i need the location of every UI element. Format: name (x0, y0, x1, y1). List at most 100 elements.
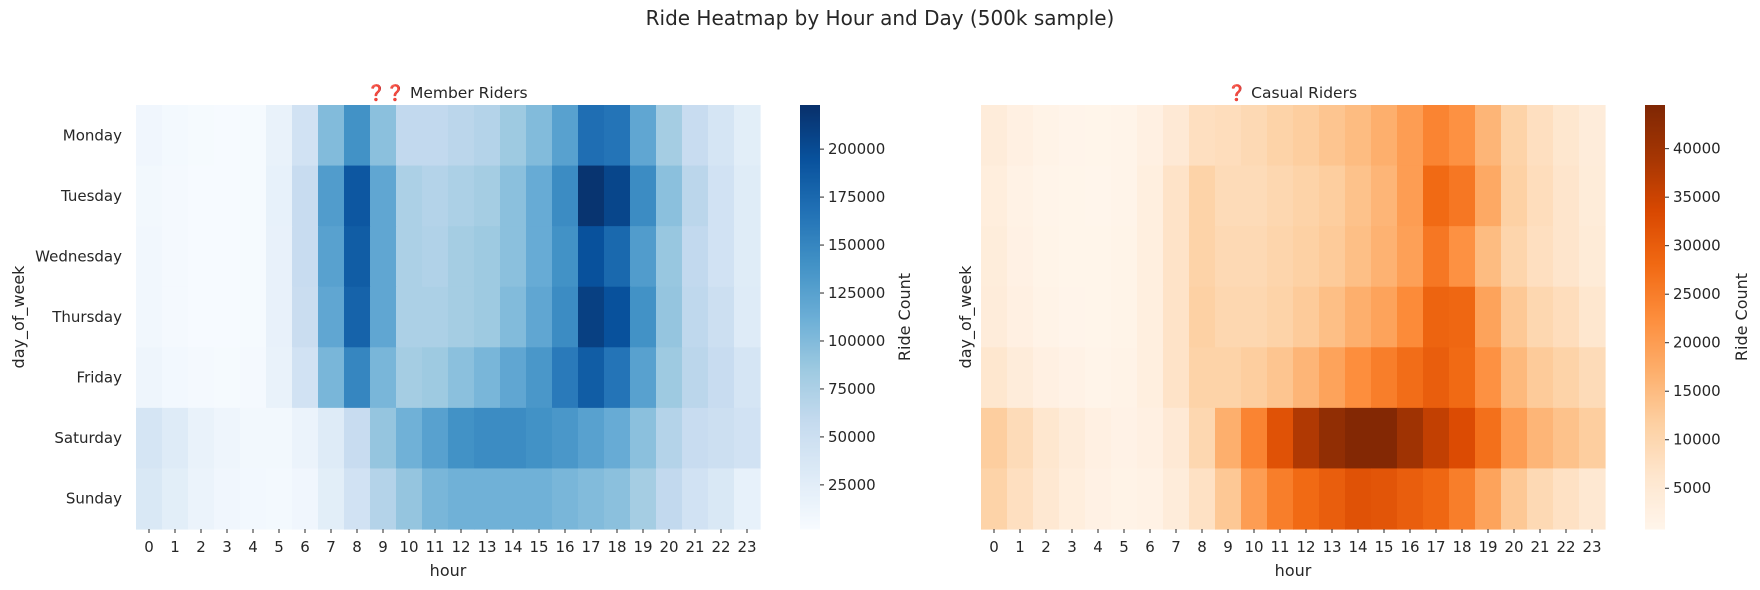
colorbar-segment (1645, 231, 1665, 234)
heatmap-cell (1163, 286, 1190, 348)
colorbar-segment (1645, 153, 1665, 156)
colorbar-segment (800, 291, 820, 294)
heatmap-cell (552, 226, 579, 288)
heatmap-cell (1085, 226, 1112, 288)
heatmap-cell (1293, 468, 1320, 530)
colorbar-segment (800, 361, 820, 364)
colorbar-segment (800, 165, 820, 168)
heatmap-cell (1345, 407, 1372, 470)
colorbar-segment (800, 471, 820, 474)
x-tick-label: 1 (1015, 538, 1025, 556)
colorbar-segment (1645, 181, 1665, 184)
colorbar-segment (1645, 119, 1665, 122)
colorbar-segment (800, 305, 820, 308)
heatmap-cell (630, 105, 657, 167)
colorbar-segment (1645, 243, 1665, 246)
heatmap-cell (1579, 105, 1606, 167)
colorbar-segment (1645, 507, 1665, 510)
colorbar-segment (1645, 401, 1665, 404)
colorbar-segment (1645, 261, 1665, 264)
colorbar-segment (1645, 397, 1665, 400)
colorbar-segment (800, 507, 820, 510)
heatmap-cell (578, 407, 605, 470)
colorbar-segment (1645, 111, 1665, 114)
colorbar-segment (1645, 455, 1665, 458)
heatmap-cell (1527, 468, 1554, 530)
colorbar-segment (800, 475, 820, 478)
x-tick-label: 13 (477, 538, 496, 556)
colorbar-segment (1645, 113, 1665, 116)
heatmap-cell (1137, 407, 1164, 470)
x-tick-label: 11 (1270, 538, 1289, 556)
member-y-axis-label: day_of_week (9, 265, 29, 369)
heatmap-cell (1085, 468, 1112, 530)
heatmap-cell (1007, 105, 1034, 167)
colorbar-segment (800, 189, 820, 192)
heatmap-cell (396, 165, 423, 227)
heatmap-cell (604, 286, 631, 348)
heatmap-cell (1527, 165, 1554, 227)
colorbar-segment (1645, 125, 1665, 128)
colorbar-segment (1645, 121, 1665, 124)
heatmap-cell (136, 226, 163, 288)
x-tick-label: 5 (1119, 538, 1129, 556)
heatmap-cell (1553, 468, 1580, 530)
colorbar-segment (800, 203, 820, 206)
colorbar-segment (800, 133, 820, 136)
heatmap-cell (318, 468, 345, 530)
heatmap-cell (656, 407, 683, 470)
heatmap-cell (162, 105, 189, 167)
colorbar-segment (1645, 419, 1665, 422)
colorbar-segment (800, 269, 820, 272)
colorbar-segment (800, 259, 820, 262)
heatmap-cell (1475, 407, 1502, 470)
heatmap-cell (162, 468, 189, 530)
colorbar-segment (800, 287, 820, 290)
heatmap-cell (214, 286, 241, 348)
heatmap-cell (396, 226, 423, 288)
colorbar-segment (800, 193, 820, 196)
colorbar-segment (800, 275, 820, 278)
casual-chart-title: ❓ Casual Riders (1227, 83, 1357, 102)
colorbar-tick-label: 5000 (1673, 479, 1711, 497)
colorbar-segment (800, 509, 820, 512)
heatmap-cell (1397, 105, 1424, 167)
colorbar-segment (1645, 117, 1665, 120)
x-tick-label: 9 (1223, 538, 1233, 556)
heatmap-cell (1241, 407, 1268, 470)
heatmap-cell (526, 105, 553, 167)
colorbar-segment (1645, 165, 1665, 168)
colorbar-segment (800, 459, 820, 462)
colorbar-segment (1645, 193, 1665, 196)
colorbar-segment (800, 109, 820, 112)
heatmap-cell (1267, 165, 1294, 227)
colorbar-segment (1645, 297, 1665, 300)
x-tick-label: 4 (1093, 538, 1103, 556)
heatmap-cell (1371, 347, 1398, 409)
colorbar-segment (800, 235, 820, 238)
heatmap-cell (1293, 105, 1320, 167)
colorbar-tick-label: 20000 (1673, 334, 1721, 352)
heatmap-cell (1475, 105, 1502, 167)
colorbar-segment (1645, 387, 1665, 390)
colorbar-segment (800, 357, 820, 360)
heatmap-cell (1163, 407, 1190, 470)
colorbar-segment (800, 147, 820, 150)
heatmap-cell (292, 286, 319, 348)
heatmap-cell (1579, 286, 1606, 348)
heatmap-cell (1085, 286, 1112, 348)
heatmap-cell (292, 347, 319, 409)
heatmap-cell (500, 165, 527, 227)
colorbar-segment (800, 457, 820, 460)
heatmap-cell (162, 165, 189, 227)
colorbar-segment (800, 489, 820, 492)
colorbar-segment (1645, 469, 1665, 472)
heatmap-cell (981, 226, 1008, 288)
heatmap-cell (1527, 407, 1554, 470)
colorbar-segment (1645, 247, 1665, 250)
x-tick-label: 19 (633, 538, 652, 556)
heatmap-cell (136, 105, 163, 167)
colorbar-segment (800, 329, 820, 332)
heatmap-cell (448, 347, 475, 409)
colorbar-tick-label: 25000 (828, 476, 876, 494)
